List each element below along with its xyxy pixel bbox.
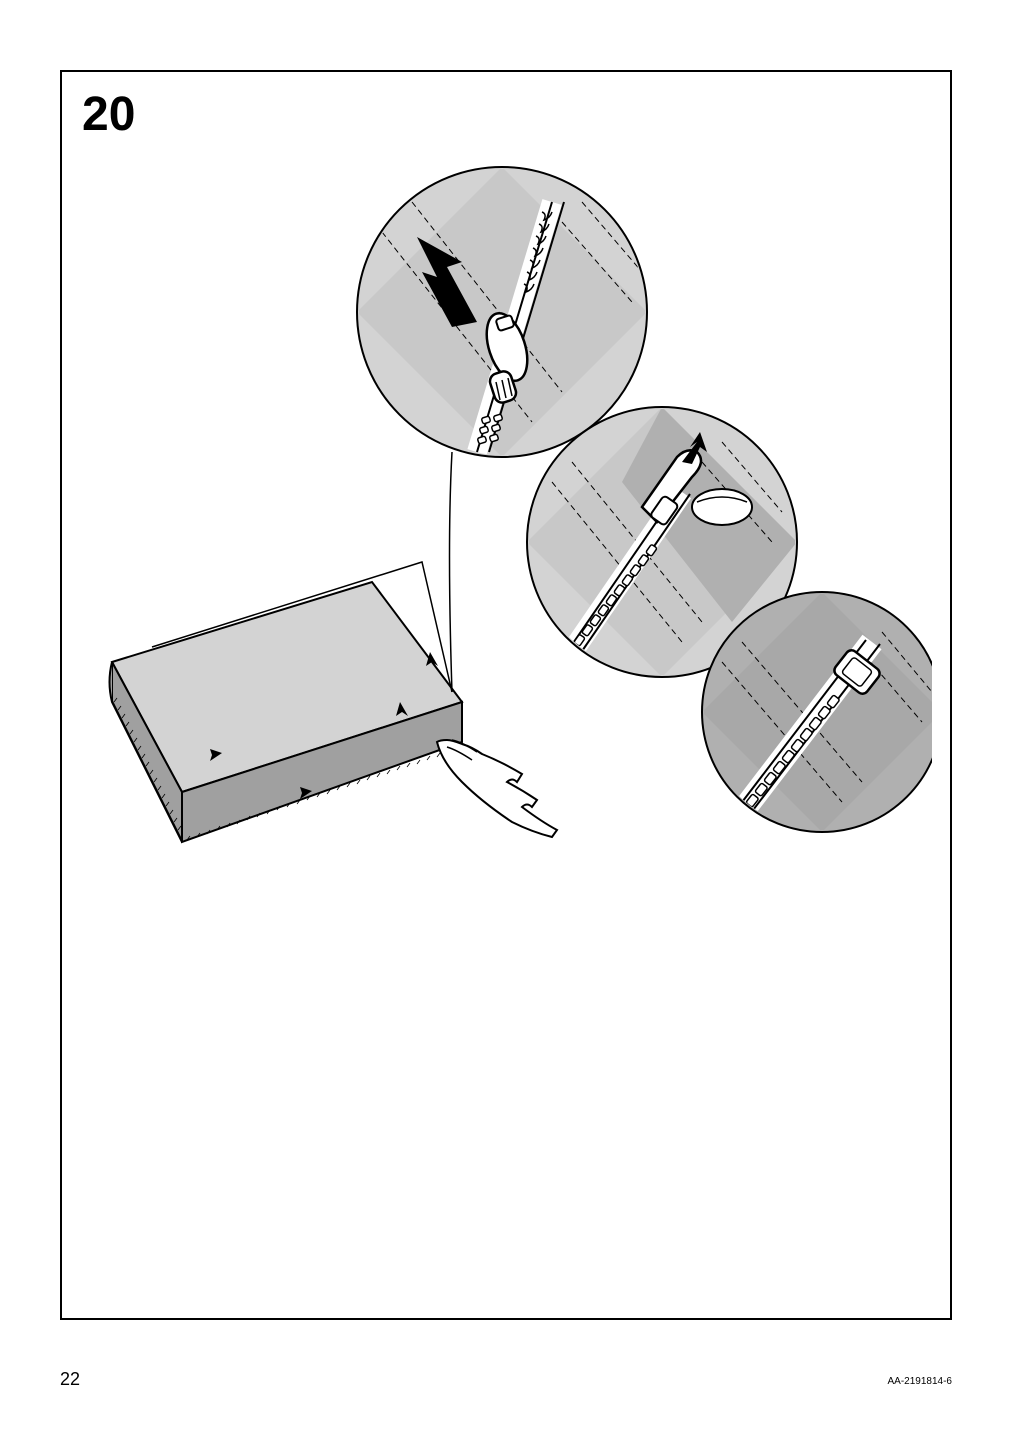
step-number: 20 [82,87,135,142]
document-id: AA-2191814-6 [888,1376,953,1387]
page-number: 22 [60,1369,80,1390]
assembly-illustration [82,142,932,892]
instruction-frame: 20 [60,70,952,1320]
detail-circle-3 [702,592,932,832]
cushion-body [110,562,463,842]
cushion-zipper-diagram [82,142,932,892]
hand-illustration [437,740,557,837]
detail-circle-1 [357,167,647,457]
